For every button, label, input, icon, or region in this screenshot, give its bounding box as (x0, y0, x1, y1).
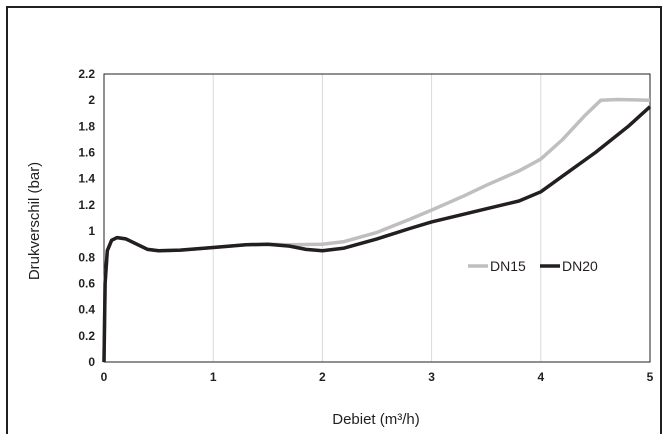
y-tick-label: 1.2 (78, 198, 95, 212)
x-tick-label: 0 (101, 370, 108, 384)
chart-frame: 0 1 2 3 4 5 0 0.2 0.4 0.6 0.8 1 1.2 1.4 1.6 1.8 2 2.2 De… (6, 6, 662, 434)
y-tick-label: 0.2 (78, 329, 95, 343)
plot-area (103, 73, 651, 363)
y-tick-label: 0 (88, 355, 95, 369)
y-tick-label: 2 (88, 93, 95, 107)
series-line-dn20 (102, 105, 652, 363)
x-tick-label: 1 (210, 370, 217, 384)
line-chart: 0 1 2 3 4 5 0 0.2 0.4 0.6 0.8 1 1.2 1.4 1.6 1.8 2 2.2 De… (26, 67, 654, 428)
y-tick-label: 1.8 (78, 119, 95, 133)
y-tick-label: 0.4 (78, 303, 95, 317)
y-tick-label: 1.4 (78, 172, 95, 186)
series-lines (102, 97, 652, 363)
y-tick-label: 0.6 (78, 276, 95, 290)
series-line-dn15 (102, 97, 651, 363)
y-axis-ticks: 0 0.2 0.4 0.6 0.8 1 1.2 1.4 1.6 1.8 2 2.2 (78, 67, 95, 369)
y-tick-label: 2.2 (78, 67, 95, 81)
x-tick-label: 2 (319, 370, 326, 384)
legend-label-dn15: DN15 (490, 258, 526, 274)
x-axis-title: Debiet (m³/h) (332, 411, 420, 428)
y-axis-title: Drukverschil (bar) (26, 162, 43, 280)
legend: DN15 DN20 (468, 258, 598, 274)
gridlines (212, 74, 542, 362)
x-tick-label: 3 (428, 370, 435, 384)
y-tick-label: 1 (88, 224, 95, 238)
y-tick-label: 0.8 (78, 250, 95, 264)
y-tick-label: 1.6 (78, 146, 95, 160)
legend-label-dn20: DN20 (562, 258, 598, 274)
x-tick-label: 5 (647, 370, 654, 384)
x-axis-ticks: 0 1 2 3 4 5 (101, 370, 654, 384)
x-tick-label: 4 (537, 370, 544, 384)
